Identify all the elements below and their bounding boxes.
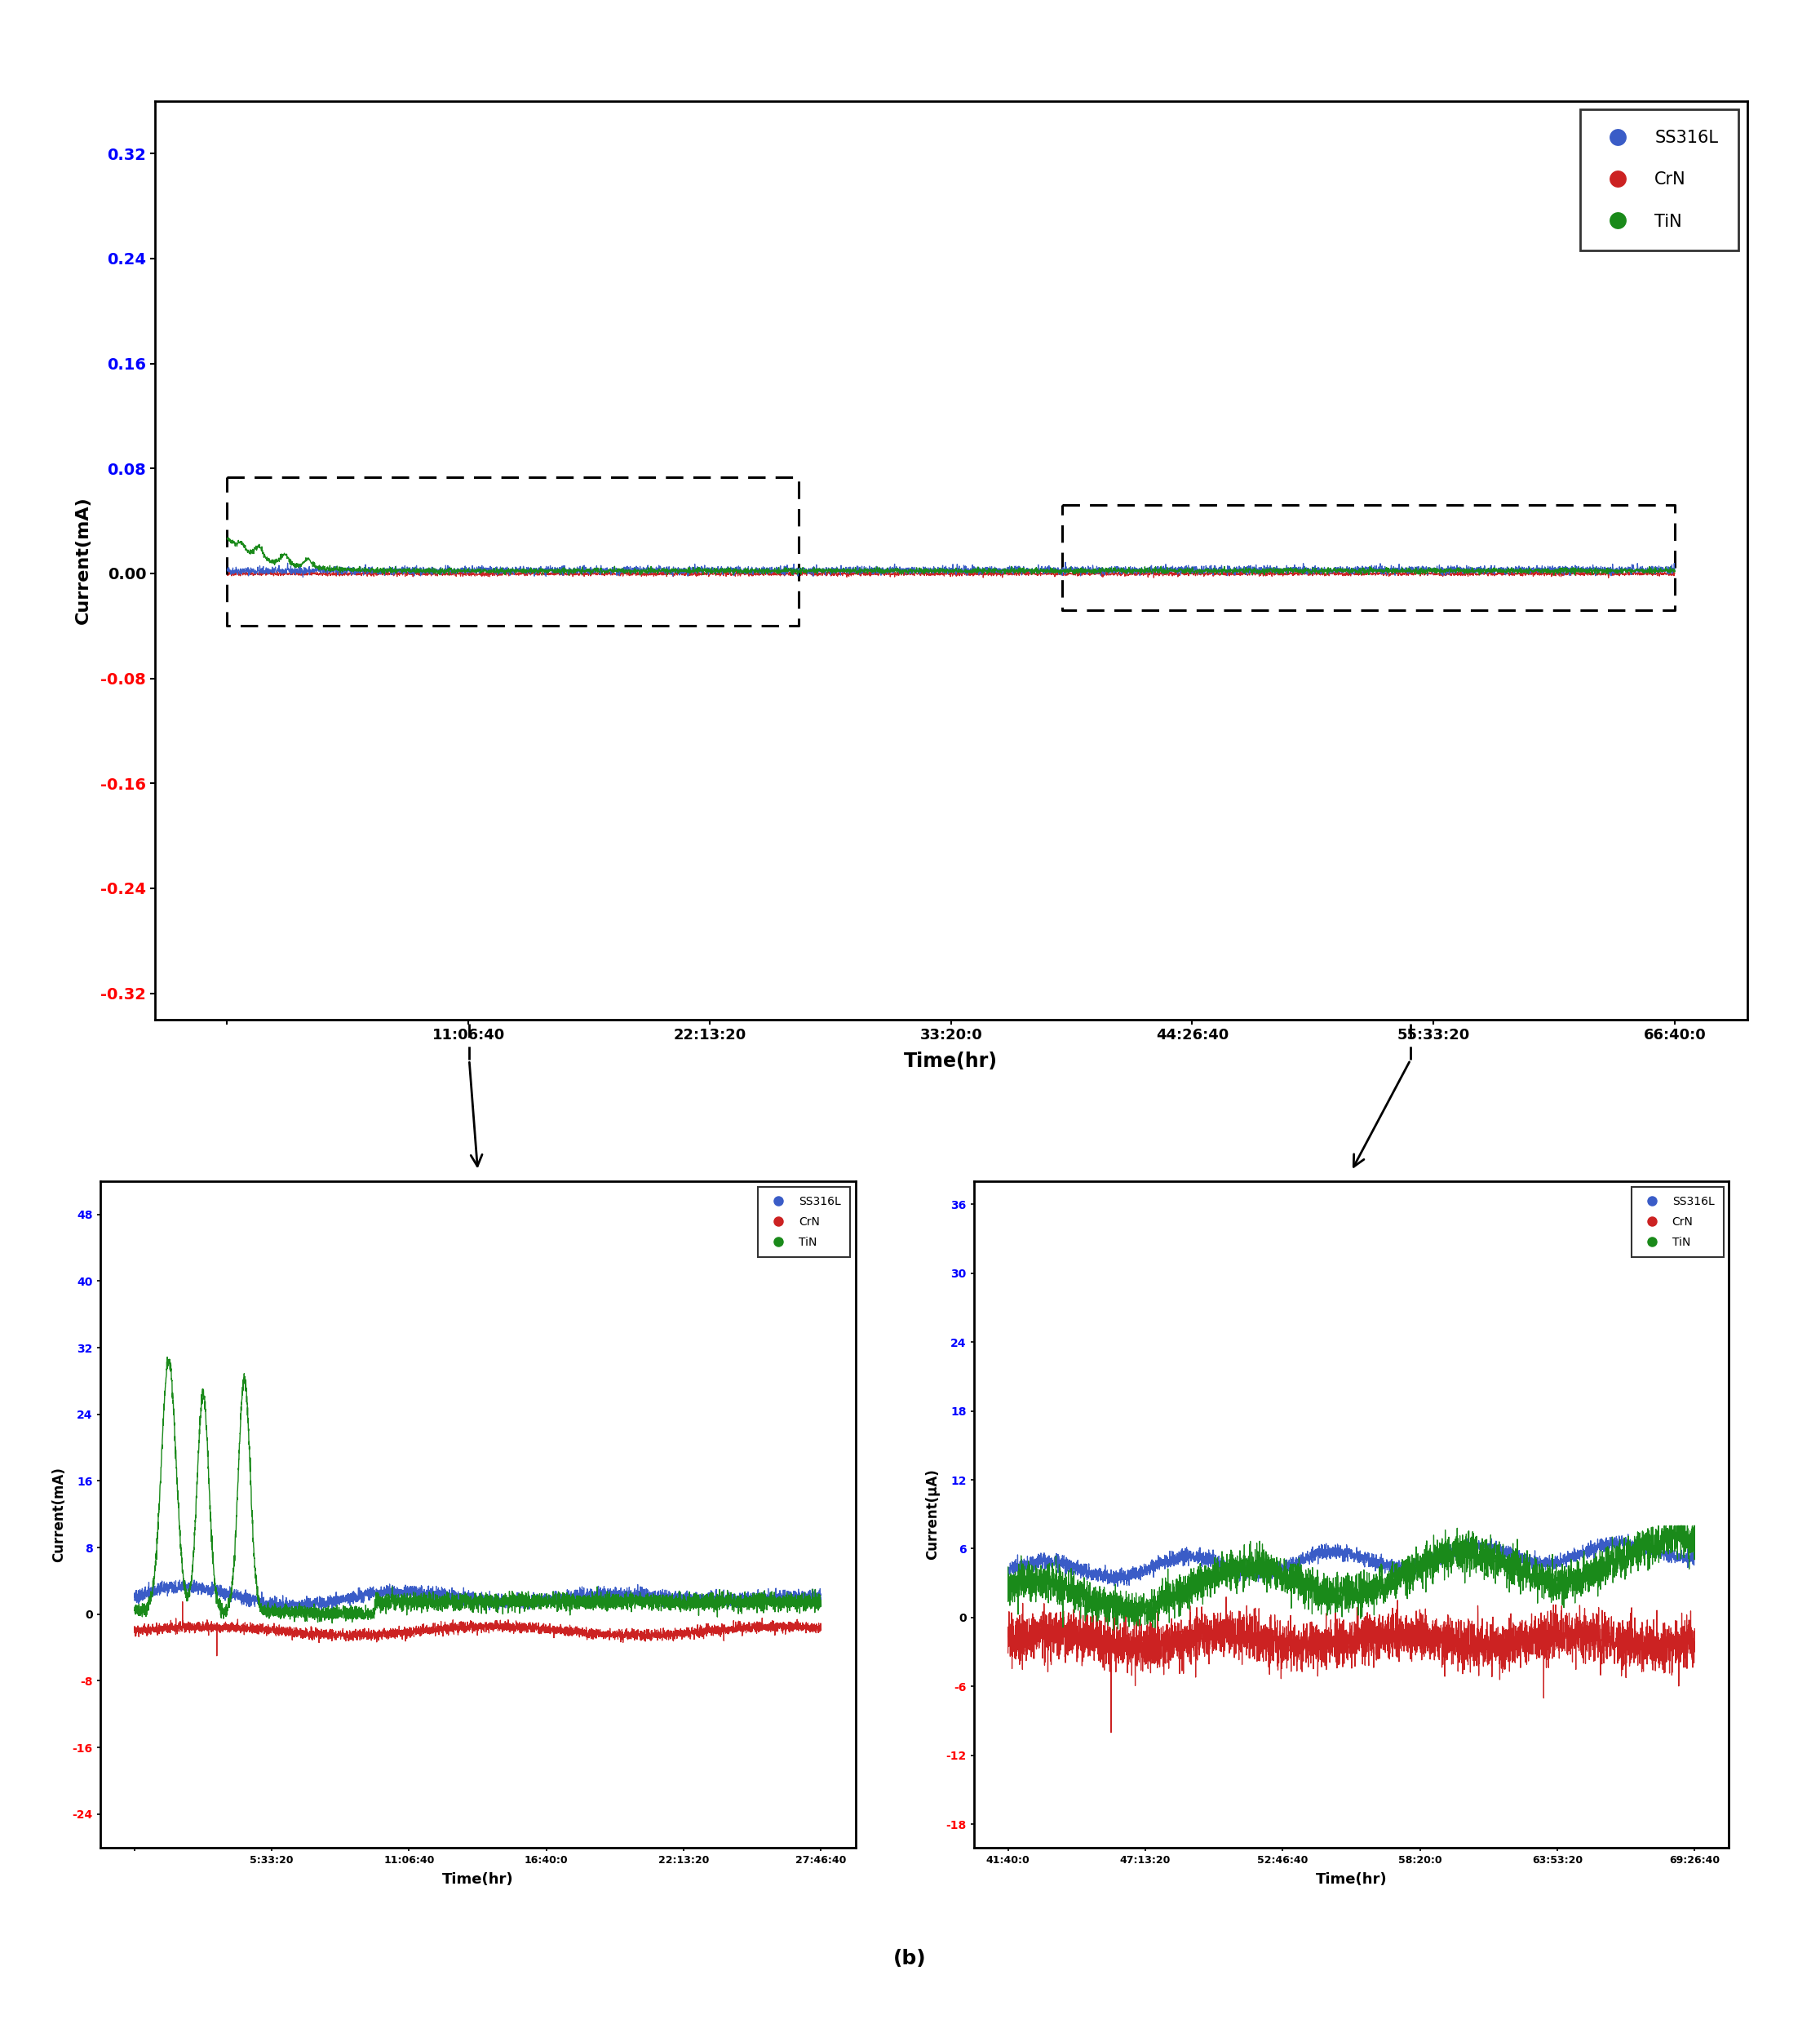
Text: (b): (b)	[894, 1948, 926, 1969]
Y-axis label: Current(mA): Current(mA)	[75, 497, 91, 624]
X-axis label: Time(hr): Time(hr)	[442, 1872, 513, 1888]
Legend: SS316L, CrN, TiN: SS316L, CrN, TiN	[1631, 1187, 1724, 1258]
Y-axis label: Current(mA): Current(mA)	[51, 1466, 67, 1563]
X-axis label: Time(hr): Time(hr)	[1316, 1872, 1387, 1888]
Legend: SS316L, CrN, TiN: SS316L, CrN, TiN	[1580, 109, 1738, 250]
Y-axis label: Current(μA): Current(μA)	[925, 1468, 941, 1561]
Legend: SS316L, CrN, TiN: SS316L, CrN, TiN	[757, 1187, 850, 1258]
X-axis label: Time(hr): Time(hr)	[905, 1052, 997, 1072]
